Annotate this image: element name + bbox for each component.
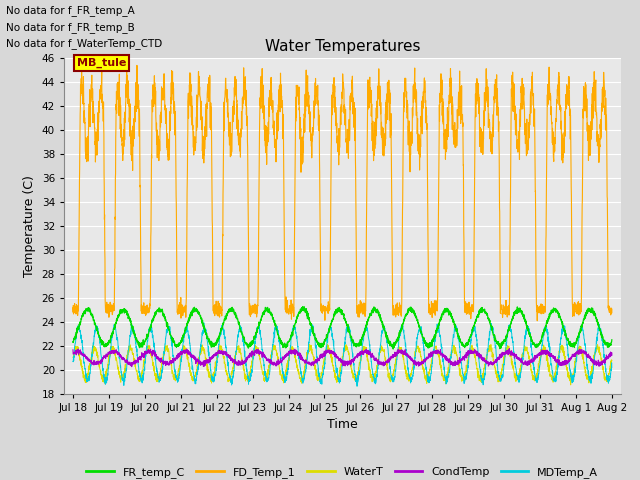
Text: MB_tule: MB_tule [77, 58, 126, 68]
Text: No data for f_WaterTemp_CTD: No data for f_WaterTemp_CTD [6, 38, 163, 49]
Text: No data for f_FR_temp_B: No data for f_FR_temp_B [6, 22, 135, 33]
Text: No data for f_FR_temp_A: No data for f_FR_temp_A [6, 5, 135, 16]
Legend: FR_temp_C, FD_Temp_1, WaterT, CondTemp, MDTemp_A: FR_temp_C, FD_Temp_1, WaterT, CondTemp, … [82, 462, 603, 480]
Title: Water Temperatures: Water Temperatures [265, 39, 420, 54]
Y-axis label: Temperature (C): Temperature (C) [23, 175, 36, 276]
X-axis label: Time: Time [327, 418, 358, 431]
